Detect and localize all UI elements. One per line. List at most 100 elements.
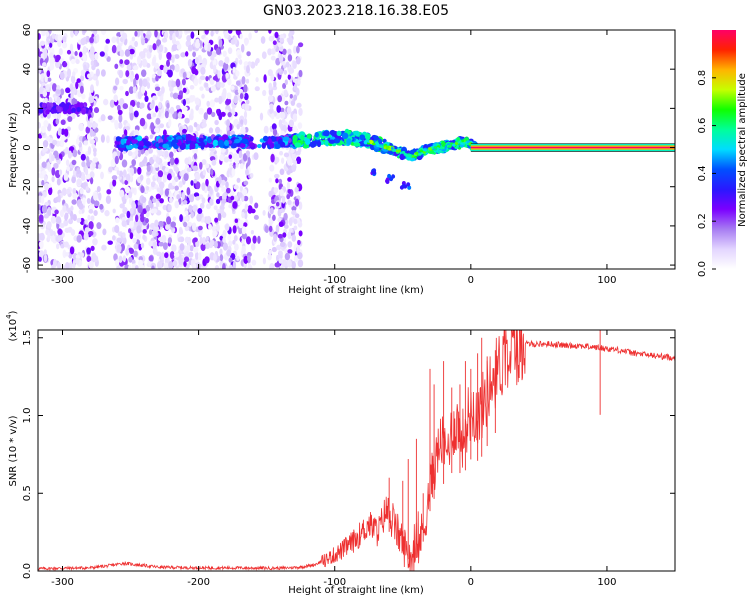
spectrogram-cell	[182, 128, 187, 134]
spectrogram-cell	[45, 109, 50, 115]
spectrogram-cell	[137, 166, 142, 175]
spectrogram-cell	[88, 209, 94, 214]
spectrogram-cell	[47, 77, 52, 82]
spectrogram-cell	[152, 95, 158, 101]
spectrogram-cell	[158, 150, 164, 157]
spectrogram-cell	[80, 69, 87, 77]
spectrogram-cell	[205, 215, 212, 225]
spectrogram-cell	[183, 173, 189, 182]
snr-y-label: SNR (10 * v/v)	[8, 415, 19, 486]
spectrogram-cell	[211, 225, 217, 232]
spectrogram-cell	[67, 116, 73, 122]
spectrogram-cell	[249, 172, 254, 179]
spectrogram-cell	[290, 100, 296, 106]
spectrogram-cell	[273, 80, 277, 88]
spectrogram-cell	[210, 239, 215, 246]
spectrogram-cell	[85, 126, 91, 134]
spectrogram-cell	[107, 240, 113, 245]
spectrogram-cell	[42, 139, 49, 148]
spectrogram-cell	[166, 59, 170, 67]
spectrogram-cell	[247, 205, 253, 214]
spectrogram-cell	[238, 192, 243, 198]
spectrogram-cell	[274, 173, 280, 179]
spectrogram-cell	[262, 257, 267, 265]
spectrogram-cell	[119, 59, 124, 65]
spectrogram-cell	[166, 136, 172, 141]
spectrogram-cell	[272, 214, 276, 221]
spectrogram-cell	[287, 36, 294, 46]
spectrogram-cell	[41, 204, 48, 214]
spectrogram-cell	[287, 241, 293, 248]
spectrogram-cell	[276, 244, 282, 251]
spectrogram-cell	[64, 252, 70, 257]
spectrogram-cell	[197, 207, 203, 215]
spectrogram-cell	[124, 186, 131, 194]
spectrogram-cell	[98, 163, 102, 170]
spectrogram-cell	[177, 237, 182, 243]
spectrogram-cell	[275, 224, 280, 234]
spectrogram-cell	[157, 68, 163, 77]
spectrogram-cell	[189, 194, 195, 203]
spectrogram-cell	[125, 70, 130, 78]
spectrogram-cell	[407, 185, 412, 190]
spectrogram-cell	[168, 118, 172, 127]
spectrogram-cell	[159, 64, 165, 71]
spectrogram-cell	[262, 209, 266, 216]
spectrogram-cell	[401, 183, 406, 189]
spectrogram-cell	[297, 122, 303, 129]
spectrogram-cell	[267, 69, 273, 77]
spectrogram-cell	[277, 217, 282, 223]
spectrogram-cell	[218, 113, 223, 121]
spectrogram-cell	[278, 221, 284, 228]
spectrogram-cell	[210, 55, 215, 61]
spectrogram-cell	[116, 44, 121, 52]
spectrogram-cell	[146, 165, 151, 172]
spectrogram-cell	[188, 251, 194, 258]
spectrogram-cell	[324, 140, 329, 145]
spectrogram-cell	[158, 101, 162, 109]
spectrogram-cell	[251, 259, 257, 266]
carrier-line	[470, 146, 675, 149]
spectrogram-cell	[237, 200, 242, 206]
spectrogram-cell	[199, 86, 204, 91]
spectrogram-cell	[274, 143, 281, 150]
spectrogram-cell	[222, 62, 229, 71]
spectrogram-cell	[239, 185, 244, 192]
spectrogram-cell	[423, 148, 427, 152]
spectrogram-cell	[59, 209, 64, 218]
spectrogram-cell	[114, 224, 120, 233]
spectrogram-cell	[219, 209, 225, 214]
spectrogram-cell	[56, 96, 61, 105]
spectrogram-cell	[284, 79, 288, 86]
spectrogram-cell	[110, 158, 116, 168]
spectrogram-cell	[278, 119, 283, 128]
spectrogram-cell	[84, 219, 88, 225]
spectrogram-cell	[336, 130, 342, 137]
spectrogram-cell	[75, 81, 79, 90]
spectrogram-cell	[194, 172, 201, 181]
spectrogram-cell	[239, 33, 243, 40]
spectrogram-cell	[185, 133, 193, 141]
snr-x-ticks: -300 -200 -100 0 100	[51, 330, 616, 588]
spectrogram-cell	[151, 73, 157, 79]
spectrogram-x-ticks: -300 -200 -100 0 100	[51, 30, 616, 286]
spectrogram-cell	[238, 150, 243, 159]
spectrogram-cell	[127, 264, 132, 269]
spectrogram-cell	[244, 103, 250, 111]
spectrogram-cell	[155, 193, 162, 200]
spectrogram-cell	[128, 256, 133, 263]
spectrogram-cell	[322, 130, 330, 137]
spectrogram-cell	[112, 235, 116, 241]
spectrogram-cell	[341, 132, 349, 140]
spectrogram-cell	[70, 30, 74, 38]
spectrogram-cell	[359, 134, 366, 141]
spectrogram-cell	[156, 261, 163, 269]
spectrogram-cell	[145, 218, 149, 224]
spectrogram-cell	[162, 204, 168, 211]
spectrogram-cell	[230, 85, 235, 91]
spectrogram-cell	[132, 237, 137, 244]
spectrogram-cell	[216, 81, 222, 88]
spectrogram-cell	[88, 260, 94, 269]
spectrogram-cell	[38, 121, 41, 129]
spectrogram-cell	[288, 228, 293, 233]
